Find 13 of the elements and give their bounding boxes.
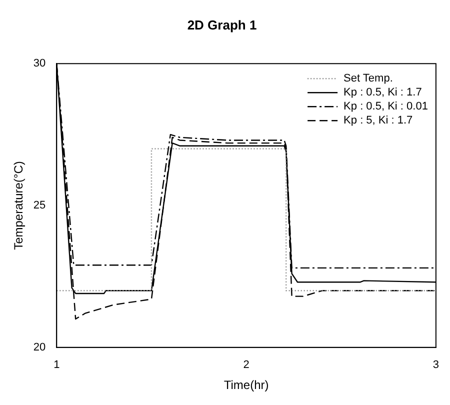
- y-tick-label: 20: [33, 341, 46, 354]
- legend-label: Kp : 0.5, Ki : 1.7: [344, 86, 422, 99]
- legend-label: Kp : 0.5, Ki : 0.01: [344, 100, 428, 113]
- y-axis-title: Temperature(°C): [12, 161, 26, 250]
- chart-title: 2D Graph 1: [187, 17, 257, 32]
- x-tick-label: 2: [243, 359, 250, 372]
- x-tick-label: 3: [432, 359, 440, 372]
- legend-label: Kp : 5, Ki : 1.7: [344, 114, 413, 127]
- x-axis-title: Time(hr): [224, 378, 269, 392]
- legend-label: Set Temp.: [344, 72, 393, 85]
- x-tick-label: 1: [54, 359, 60, 372]
- y-tick-label: 25: [33, 200, 46, 212]
- y-tick-label: 30: [33, 58, 46, 70]
